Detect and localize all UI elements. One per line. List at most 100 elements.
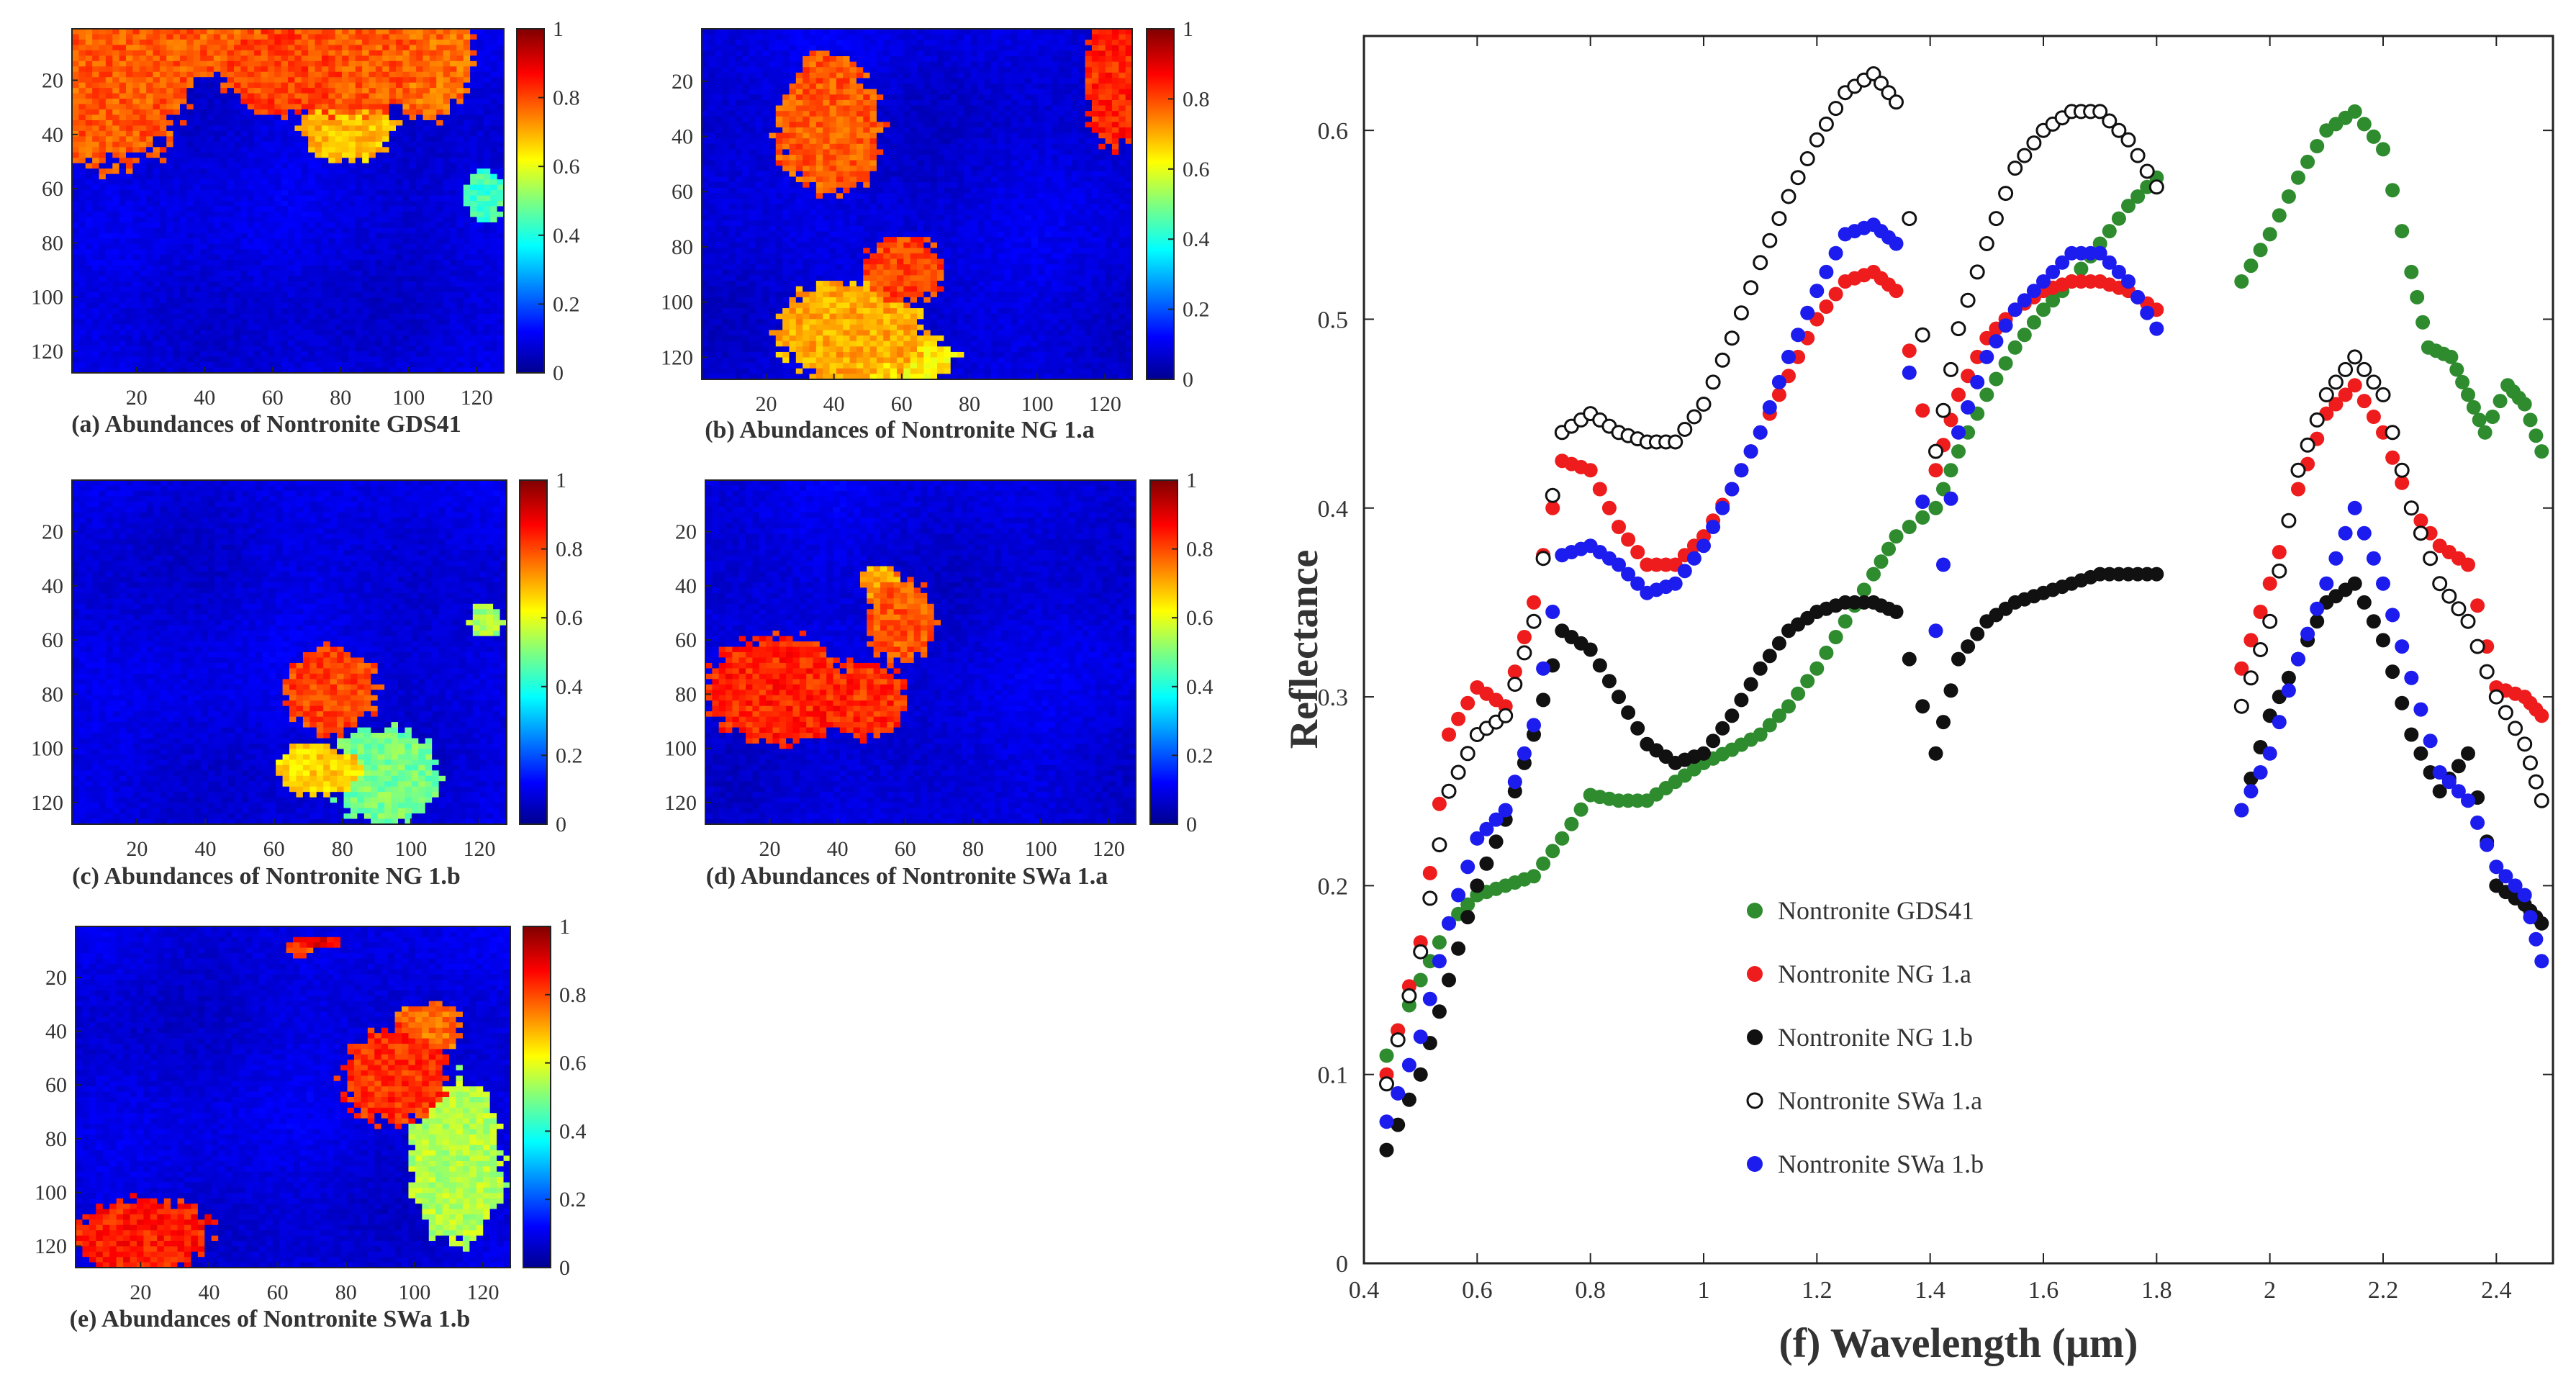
heatmap-cell — [464, 66, 471, 72]
heatmap-cell — [106, 136, 113, 142]
heatmap-cell — [302, 163, 309, 169]
heatmap-cell — [274, 45, 281, 50]
heatmap-cell — [322, 120, 329, 126]
heatmap-cell — [119, 158, 127, 163]
heatmap-cell — [146, 40, 153, 45]
heatmap-cell — [348, 94, 356, 99]
heatmap-cell — [416, 66, 423, 72]
heatmap-cell — [146, 45, 153, 50]
heatmap-cell — [315, 66, 322, 72]
heatmap-cell — [72, 120, 79, 126]
heatmap-cell — [402, 72, 410, 78]
heatmap-cell — [106, 158, 113, 163]
heatmap-cell — [348, 163, 356, 169]
heatmap-cell — [227, 125, 235, 131]
heatmap-cell — [268, 147, 275, 153]
heatmap-cell — [240, 72, 248, 78]
heatmap-cell — [450, 115, 457, 121]
heatmap-cell — [410, 77, 417, 83]
heatmap-cell — [302, 120, 309, 126]
heatmap-cell — [335, 29, 343, 35]
heatmap-cell — [86, 163, 93, 169]
heatmap-cell — [356, 40, 363, 45]
heatmap-cell — [78, 29, 86, 35]
heatmap-cell — [402, 77, 410, 83]
heatmap-cell — [369, 88, 376, 94]
heatmap-cell — [369, 153, 376, 158]
heatmap-cell — [382, 55, 389, 61]
heatmap-cell — [348, 153, 356, 158]
heatmap-cell — [207, 99, 214, 104]
heatmap-cell — [456, 40, 464, 45]
heatmap-cell — [450, 55, 457, 61]
heatmap-cell — [240, 163, 248, 169]
heatmap-cell — [396, 66, 403, 72]
heatmap-cell — [308, 125, 315, 131]
heatmap-cell — [160, 88, 167, 94]
heatmap-cell — [220, 158, 227, 163]
heatmap-cell — [450, 77, 457, 83]
heatmap-cell — [490, 55, 497, 61]
heatmap-cell — [240, 147, 248, 153]
heatmap-cell — [342, 94, 349, 99]
heatmap-cell — [268, 109, 275, 115]
heatmap-cell — [382, 109, 389, 115]
heatmap-cell — [281, 99, 289, 104]
heatmap-cell — [240, 142, 248, 148]
heatmap-cell — [234, 109, 241, 115]
heatmap-cell — [186, 77, 194, 83]
heatmap-cell — [186, 104, 194, 110]
heatmap-cell — [214, 83, 221, 89]
heatmap-cell — [112, 61, 119, 67]
heatmap-cell — [86, 94, 93, 99]
heatmap-cell — [369, 29, 376, 35]
heatmap-cell — [153, 120, 161, 126]
heatmap-cell — [477, 142, 484, 148]
heatmap-cell — [402, 83, 410, 89]
heatmap-cell — [369, 158, 376, 163]
heatmap-cell — [240, 77, 248, 83]
heatmap-cell — [274, 147, 281, 153]
heatmap-cell — [484, 104, 491, 110]
heatmap-cell — [294, 83, 302, 89]
heatmap-cell — [268, 61, 275, 67]
heatmap-cell — [396, 153, 403, 158]
heatmap-cell — [335, 40, 343, 45]
heatmap-cell — [160, 147, 167, 153]
heatmap-cell — [86, 142, 93, 148]
heatmap-cell — [322, 153, 329, 158]
heatmap-cell — [464, 120, 471, 126]
heatmap-cell — [126, 77, 133, 83]
heatmap-cell — [416, 115, 423, 121]
heatmap-cell — [356, 131, 363, 137]
heatmap-cell — [470, 104, 477, 110]
heatmap-cell — [356, 45, 363, 50]
heatmap-cell — [200, 34, 207, 40]
heatmap-cell — [132, 163, 140, 169]
heatmap-cell — [416, 55, 423, 61]
heatmap-cell — [382, 40, 389, 45]
heatmap-cell — [146, 72, 153, 78]
heatmap-cell — [315, 136, 322, 142]
heatmap-cell — [173, 115, 181, 121]
heatmap-cell — [254, 29, 261, 35]
heatmap-cell — [173, 131, 181, 137]
heatmap-cell — [186, 142, 194, 148]
heatmap-cell — [464, 34, 471, 40]
heatmap-cell — [477, 115, 484, 121]
heatmap-cell — [180, 45, 187, 50]
heatmap-cell — [315, 104, 322, 110]
heatmap-cell — [410, 34, 417, 40]
heatmap-cell — [410, 83, 417, 89]
heatmap-cell — [86, 77, 93, 83]
heatmap-cell — [72, 104, 79, 110]
heatmap-cell — [362, 158, 369, 163]
heatmap-cell — [207, 104, 214, 110]
heatmap-cell — [248, 29, 255, 35]
heatmap-cell — [477, 104, 484, 110]
heatmap-cell — [99, 153, 107, 158]
heatmap-cell — [389, 147, 397, 153]
heatmap-cell — [140, 77, 147, 83]
heatmap-cell — [436, 45, 443, 50]
heatmap-cell — [423, 99, 430, 104]
